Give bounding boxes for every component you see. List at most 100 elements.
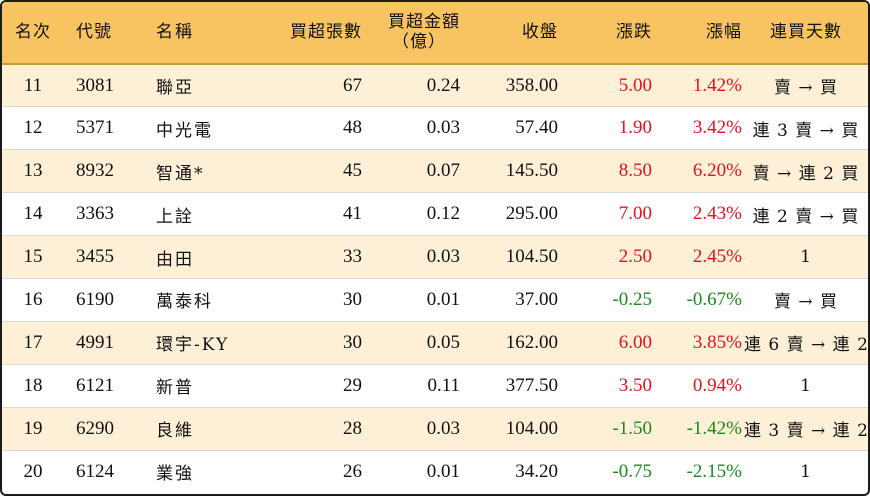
cell-net-buy-lots: 45 bbox=[266, 149, 364, 193]
table-header: 名次 代號 名稱 買超張數 買超金額 （億） 收盤 漲跌 漲幅 連買天數 bbox=[2, 2, 868, 65]
table-row: 15 3455 由田 33 0.03 104.50 2.50 2.45% 1 bbox=[2, 235, 868, 279]
cell-code: 6121 bbox=[64, 363, 146, 408]
cell-net-buy-amount: 0.01 bbox=[364, 277, 462, 322]
table-row: 13 8932 智通* 45 0.07 145.50 8.50 6.20% 賣 → 連 2 買 bbox=[2, 149, 868, 193]
cell-code: 6290 bbox=[64, 406, 146, 451]
cell-streak: 賣 → 買 bbox=[744, 277, 868, 322]
header-net-buy-lots: 買超張數 bbox=[266, 2, 364, 65]
table-row: 16 6190 萬泰科 30 0.01 37.00 -0.25 -0.67% 賣 → 買 bbox=[2, 277, 868, 322]
cell-streak: 連 3 賣 → 買 bbox=[744, 106, 868, 150]
cell-close: 57.40 bbox=[462, 106, 560, 150]
header-net-buy-amount: 買超金額 （億） bbox=[364, 2, 462, 65]
table-row: 14 3363 上詮 41 0.12 295.00 7.00 2.43% 連 2 賣 → 買 bbox=[2, 192, 868, 236]
cell-net-buy-lots: 26 bbox=[266, 449, 364, 493]
cell-name: 新普 bbox=[146, 363, 266, 408]
cell-net-buy-lots: 30 bbox=[266, 277, 364, 322]
table-row: 19 6290 良維 28 0.03 104.00 -1.50 -1.42% 連 3 賣 → 連… bbox=[2, 406, 868, 451]
header-streak: 連買天數 bbox=[744, 2, 868, 65]
header-close: 收盤 bbox=[462, 2, 560, 65]
header-change-pct: 漲幅 bbox=[654, 2, 744, 65]
cell-close: 162.00 bbox=[462, 320, 560, 365]
cell-streak: 賣 → 買 bbox=[773, 78, 839, 99]
cell-change: 6.00 bbox=[560, 320, 654, 365]
cell-streak: 連 2 賣 → 買 bbox=[744, 192, 868, 236]
cell-code: 3081 bbox=[76, 74, 114, 96]
header-rank: 名次 bbox=[2, 2, 64, 65]
cell-close: 104.00 bbox=[462, 406, 560, 451]
cell-streak: 賣 → 連 2 買 bbox=[744, 149, 868, 193]
cell-name: 中光電 bbox=[146, 106, 266, 150]
cell-net-buy-amount: 0.11 bbox=[364, 363, 462, 408]
table-row: 11 3081 聯亞 67 0.24 358.00 5.00 1.42% 賣 → 買 bbox=[2, 64, 868, 107]
cell-name: 智通* bbox=[146, 149, 266, 193]
cell-code: 6124 bbox=[64, 449, 146, 493]
cell-streak: 1 bbox=[744, 235, 868, 279]
cell-code: 5371 bbox=[64, 106, 146, 150]
table-row: 20 6124 業強 26 0.01 34.20 -0.75 -2.15% 1 bbox=[2, 449, 868, 493]
cell-net-buy-lots: 29 bbox=[266, 363, 364, 408]
cell-rank: 19 bbox=[2, 406, 64, 451]
cell-net-buy-amount: 0.03 bbox=[364, 235, 462, 279]
cell-net-buy-amount: 0.01 bbox=[364, 449, 462, 493]
cell-rank: 17 bbox=[2, 320, 64, 365]
cell-close: 34.20 bbox=[462, 449, 560, 493]
cell-name: 萬泰科 bbox=[146, 277, 266, 322]
cell-change: 1.90 bbox=[560, 106, 654, 150]
header-name: 名稱 bbox=[146, 2, 266, 65]
cell-close: 295.00 bbox=[462, 192, 560, 236]
cell-net-buy-lots: 28 bbox=[266, 406, 364, 451]
cell-name: 由田 bbox=[146, 235, 266, 279]
cell-streak: 1 bbox=[744, 363, 868, 408]
cell-change: 5.00 bbox=[618, 74, 652, 96]
cell-change-pct: 6.20% bbox=[654, 149, 744, 193]
header-net-buy-amount-line1: 買超金額 bbox=[388, 11, 460, 32]
cell-net-buy-amount: 0.24 bbox=[426, 74, 460, 96]
cell-close: 358.00 bbox=[505, 74, 558, 96]
cell-name: 聯亞 bbox=[156, 78, 194, 99]
cell-change-pct: 2.43% bbox=[654, 192, 744, 236]
cell-close: 37.00 bbox=[462, 277, 560, 322]
cell-net-buy-amount: 0.12 bbox=[364, 192, 462, 236]
cell-net-buy-lots: 48 bbox=[266, 106, 364, 150]
header-code: 代號 bbox=[64, 2, 146, 65]
header-row: 名次 代號 名稱 買超張數 買超金額 （億） 收盤 漲跌 漲幅 連買天數 bbox=[2, 2, 868, 65]
header-net-buy-amount-line2: （億） bbox=[392, 31, 446, 52]
cell-net-buy-amount: 0.05 bbox=[364, 320, 462, 365]
cell-close: 377.50 bbox=[462, 363, 560, 408]
cell-name: 環宇-KY bbox=[146, 320, 266, 365]
table-row: 17 4991 環宇-KY 30 0.05 162.00 6.00 3.85% 連 6 賣 → … bbox=[2, 320, 868, 365]
cell-net-buy-lots: 41 bbox=[266, 192, 364, 236]
cell-net-buy-amount: 0.03 bbox=[364, 406, 462, 451]
table-body: 11 3081 聯亞 67 0.24 358.00 5.00 1.42% 賣 → 買 12 5371… bbox=[2, 64, 868, 493]
cell-code: 8932 bbox=[64, 149, 146, 193]
cell-rank: 16 bbox=[2, 277, 64, 322]
cell-rank: 13 bbox=[2, 149, 64, 193]
cell-change-pct: -1.42% bbox=[654, 406, 744, 451]
cell-change: 2.50 bbox=[560, 235, 654, 279]
cell-code: 6190 bbox=[64, 277, 146, 322]
cell-rank: 11 bbox=[23, 74, 43, 96]
cell-change-pct: -0.67% bbox=[654, 277, 744, 322]
cell-code: 3363 bbox=[64, 192, 146, 236]
cell-net-buy-lots: 33 bbox=[266, 235, 364, 279]
cell-name: 業強 bbox=[146, 449, 266, 493]
cell-streak: 連 6 賣 → 連 2 買 bbox=[744, 320, 868, 365]
cell-change: 7.00 bbox=[560, 192, 654, 236]
cell-change-pct: 2.45% bbox=[654, 235, 744, 279]
cell-name: 良維 bbox=[146, 406, 266, 451]
cell-change: 3.50 bbox=[560, 363, 654, 408]
cell-change: 8.50 bbox=[560, 149, 654, 193]
cell-close: 104.50 bbox=[462, 235, 560, 279]
table-row: 18 6121 新普 29 0.11 377.50 3.50 0.94% 1 bbox=[2, 363, 868, 408]
cell-change-pct: 3.85% bbox=[654, 320, 744, 365]
cell-rank: 15 bbox=[2, 235, 64, 279]
cell-net-buy-lots: 30 bbox=[266, 320, 364, 365]
cell-change-pct: 1.42% bbox=[692, 74, 742, 96]
cell-net-buy-amount: 0.07 bbox=[364, 149, 462, 193]
cell-streak: 1 bbox=[744, 449, 868, 493]
cell-net-buy-amount: 0.03 bbox=[364, 106, 462, 150]
cell-change: -0.75 bbox=[560, 449, 654, 493]
cell-change-pct: -2.15% bbox=[654, 449, 744, 493]
